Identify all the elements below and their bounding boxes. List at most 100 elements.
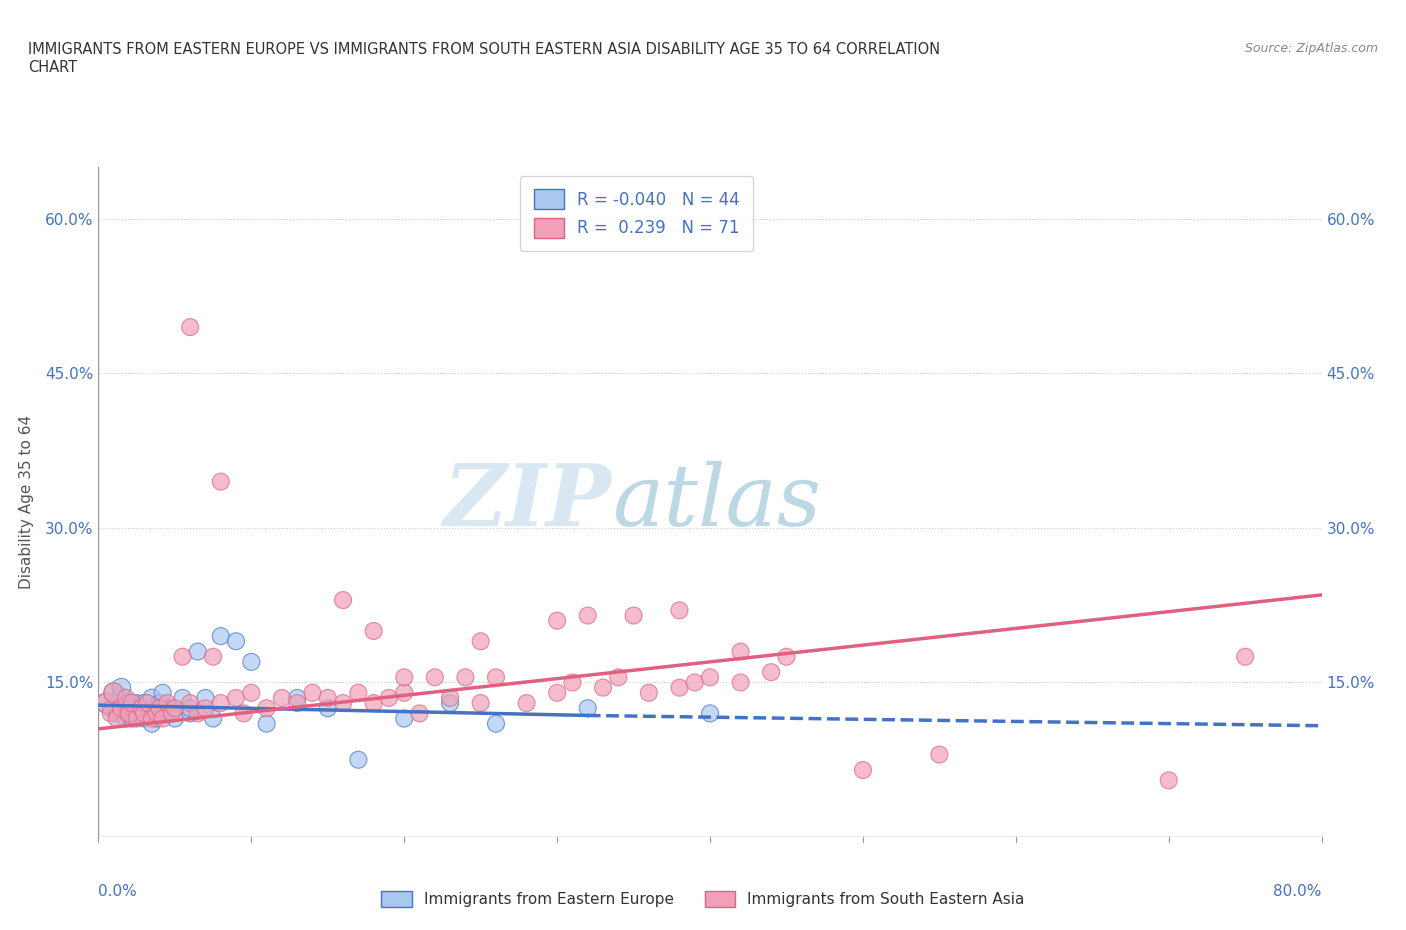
- Point: [141, 716, 163, 731]
- Point: [607, 670, 630, 684]
- Point: [136, 701, 159, 716]
- Point: [1157, 773, 1180, 788]
- Point: [152, 711, 174, 726]
- Text: 0.0%: 0.0%: [98, 884, 138, 899]
- Point: [145, 706, 167, 721]
- Point: [699, 706, 721, 721]
- Point: [94, 696, 117, 711]
- Point: [392, 685, 416, 700]
- Point: [516, 696, 538, 711]
- Point: [332, 592, 354, 607]
- Point: [110, 701, 132, 716]
- Point: [576, 701, 599, 716]
- Point: [668, 680, 690, 695]
- Point: [240, 655, 263, 670]
- Point: [378, 690, 401, 705]
- Point: [439, 690, 461, 705]
- Point: [209, 474, 232, 489]
- Text: atlas: atlas: [612, 461, 821, 543]
- Text: 80.0%: 80.0%: [1274, 884, 1322, 899]
- Point: [668, 603, 690, 618]
- Legend: Immigrants from Eastern Europe, Immigrants from South Eastern Asia: Immigrants from Eastern Europe, Immigran…: [375, 884, 1031, 913]
- Point: [105, 711, 128, 726]
- Point: [103, 685, 125, 700]
- Text: IMMIGRANTS FROM EASTERN EUROPE VS IMMIGRANTS FROM SOUTH EASTERN ASIA DISABILITY : IMMIGRANTS FROM EASTERN EUROPE VS IMMIGR…: [28, 42, 941, 57]
- Point: [592, 680, 614, 695]
- Point: [332, 696, 354, 711]
- Point: [129, 701, 152, 716]
- Point: [576, 608, 599, 623]
- Point: [110, 680, 132, 695]
- Point: [152, 685, 174, 700]
- Point: [100, 706, 122, 721]
- Point: [1234, 649, 1257, 664]
- Text: Source: ZipAtlas.com: Source: ZipAtlas.com: [1244, 42, 1378, 55]
- Point: [470, 634, 492, 649]
- Point: [546, 685, 568, 700]
- Point: [187, 644, 209, 659]
- Text: ZIP: ZIP: [444, 460, 612, 544]
- Point: [105, 706, 128, 721]
- Point: [454, 670, 477, 684]
- Point: [134, 706, 156, 721]
- Point: [141, 690, 163, 705]
- Point: [194, 690, 217, 705]
- Point: [637, 685, 661, 700]
- Point: [363, 696, 385, 711]
- Point: [392, 670, 416, 684]
- Point: [485, 716, 508, 731]
- Point: [149, 696, 172, 711]
- Point: [134, 696, 156, 711]
- Point: [225, 690, 247, 705]
- Point: [347, 685, 370, 700]
- Point: [163, 701, 186, 716]
- Point: [118, 696, 141, 711]
- Point: [179, 320, 201, 335]
- Point: [561, 675, 583, 690]
- Point: [194, 701, 217, 716]
- Point: [347, 752, 370, 767]
- Point: [285, 696, 308, 711]
- Point: [225, 634, 247, 649]
- Point: [202, 649, 225, 664]
- Point: [156, 706, 179, 721]
- Point: [115, 690, 138, 705]
- Point: [94, 696, 117, 711]
- Point: [121, 701, 143, 716]
- Point: [928, 747, 950, 762]
- Point: [121, 696, 143, 711]
- Point: [115, 711, 138, 726]
- Point: [775, 649, 797, 664]
- Y-axis label: Disability Age 35 to 64: Disability Age 35 to 64: [18, 415, 34, 590]
- Point: [118, 706, 141, 721]
- Point: [852, 763, 875, 777]
- Point: [149, 706, 172, 721]
- Point: [141, 711, 163, 726]
- Point: [730, 675, 752, 690]
- Point: [316, 701, 339, 716]
- Point: [121, 711, 143, 726]
- Point: [546, 613, 568, 628]
- Point: [149, 701, 172, 716]
- Point: [103, 685, 125, 700]
- Legend: R = -0.040   N = 44, R =  0.239   N = 71: R = -0.040 N = 44, R = 0.239 N = 71: [520, 176, 754, 251]
- Point: [759, 665, 782, 680]
- Point: [125, 706, 148, 721]
- Point: [285, 690, 308, 705]
- Point: [145, 711, 167, 726]
- Point: [129, 701, 152, 716]
- Point: [160, 701, 183, 716]
- Point: [172, 649, 194, 664]
- Point: [179, 696, 201, 711]
- Point: [125, 711, 148, 726]
- Point: [240, 685, 263, 700]
- Point: [179, 706, 201, 721]
- Point: [110, 690, 132, 705]
- Point: [470, 696, 492, 711]
- Point: [423, 670, 446, 684]
- Point: [100, 701, 122, 716]
- Point: [623, 608, 645, 623]
- Point: [316, 690, 339, 705]
- Point: [134, 711, 156, 726]
- Point: [209, 696, 232, 711]
